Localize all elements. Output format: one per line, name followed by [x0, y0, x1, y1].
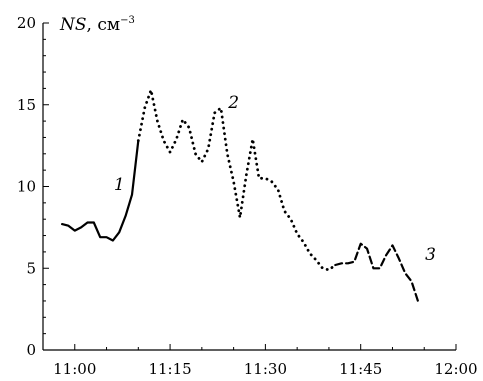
- series-label-2: 2: [227, 93, 239, 113]
- x-tick-label: 12:00: [434, 360, 477, 378]
- x-tick-label: 11:15: [148, 360, 191, 378]
- y-tick-label: 0: [26, 341, 36, 359]
- y-tick-label: 5: [26, 259, 36, 277]
- y-axis-label: NS, см−3: [59, 15, 135, 35]
- series-label-3: 3: [425, 245, 436, 265]
- series-labels: 1 2 3: [114, 93, 436, 265]
- series-line-2: [136, 88, 337, 272]
- series-label-1: 1: [114, 175, 125, 195]
- x-axis: 11:00 11:15 11:30 11:45 12:00: [42, 344, 478, 378]
- y-ticks: 0 5 10 15 20: [17, 14, 49, 359]
- y-tick-label: 15: [17, 96, 36, 114]
- y-tick-label: 10: [17, 178, 36, 196]
- y-tick-label: 20: [17, 14, 36, 32]
- x-ticks: 11:00 11:15 11:30 11:45 12:00: [42, 344, 478, 378]
- series-line-1: [61, 139, 140, 242]
- x-tick-label: 11:30: [244, 360, 287, 378]
- x-tick-label: 11:45: [339, 360, 382, 378]
- series-line-3: [334, 242, 419, 302]
- x-tick-label: 11:00: [53, 360, 96, 378]
- series-group: [61, 88, 419, 302]
- y-axis: 0 5 10 15 20 NS, см−3: [17, 14, 135, 359]
